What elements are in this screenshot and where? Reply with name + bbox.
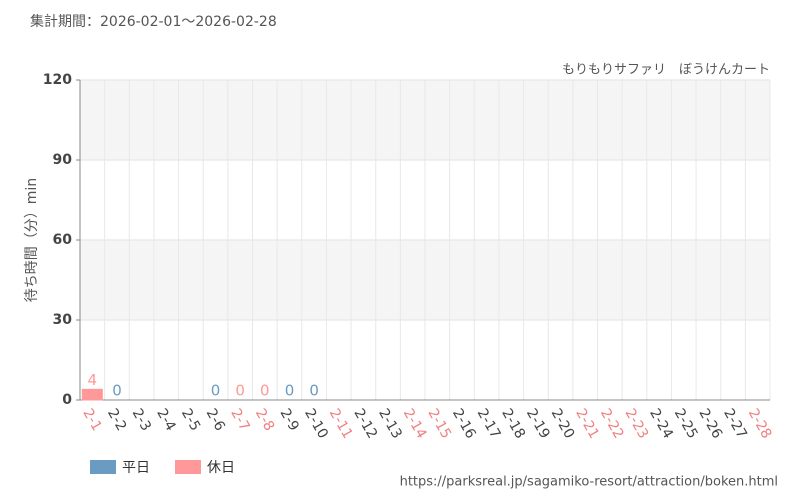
source-url: https://parksreal.jp/sagamiko-resort/att…: [400, 475, 778, 490]
x-tick-label: 2-15: [424, 406, 454, 442]
y-tick-label: 30: [53, 312, 73, 328]
x-tick-label: 2-22: [597, 406, 627, 442]
data-label: 0: [235, 382, 245, 400]
x-tick-label: 2-10: [301, 406, 331, 442]
data-label: 0: [260, 382, 270, 400]
data-label: 0: [211, 382, 221, 400]
y-axis-label: 待ち時間（分）min: [24, 178, 40, 302]
x-tick-label: 2-14: [400, 406, 430, 442]
x-tick-label: 2-13: [375, 406, 405, 442]
x-tick-label: 2-11: [326, 406, 356, 442]
legend-swatch: [90, 460, 116, 474]
x-tick-label: 2-23: [622, 406, 652, 442]
x-tick-label: 2-12: [350, 406, 380, 442]
x-tick-label: 2-5: [178, 406, 203, 434]
x-tick-label: 2-27: [720, 406, 750, 442]
x-tick-label: 2-24: [646, 406, 676, 442]
y-tick-label: 120: [43, 72, 72, 88]
chart-subtitle: もりもりサファリ ぼうけんカート: [562, 63, 770, 78]
data-label: 0: [309, 382, 319, 400]
x-tick-label: 2-17: [474, 406, 504, 442]
x-tick-label: 2-21: [572, 406, 602, 442]
x-tick-label: 2-28: [745, 406, 775, 442]
x-tick-label: 2-26: [695, 406, 725, 442]
y-tick-label: 90: [53, 152, 73, 168]
y-tick-label: 0: [62, 392, 72, 408]
data-label: 0: [285, 382, 295, 400]
bar: [81, 388, 103, 401]
x-tick-label: 2-18: [498, 406, 528, 442]
data-label: 0: [112, 382, 122, 400]
x-tick-label: 2-4: [153, 406, 178, 434]
legend-label: 平日: [122, 460, 150, 476]
x-tick-label: 2-2: [104, 406, 129, 434]
legend-label: 休日: [207, 460, 235, 476]
y-tick-label: 60: [53, 232, 73, 248]
x-tick-label: 2-7: [227, 406, 252, 434]
data-label: 4: [88, 371, 98, 389]
legend-swatch: [175, 460, 201, 474]
x-tick-label: 2-16: [449, 406, 479, 442]
x-tick-label: 2-1: [79, 406, 104, 434]
x-tick-label: 2-9: [277, 406, 302, 434]
x-tick-label: 2-20: [548, 406, 578, 442]
chart-title: 集計期間：2026-02-01～2026-02-28: [30, 13, 277, 30]
x-tick-label: 2-3: [129, 406, 154, 434]
x-tick-label: 2-8: [252, 406, 277, 434]
x-tick-label: 2-6: [203, 406, 228, 434]
x-tick-label: 2-25: [671, 406, 701, 442]
x-tick-label: 2-19: [523, 406, 553, 442]
